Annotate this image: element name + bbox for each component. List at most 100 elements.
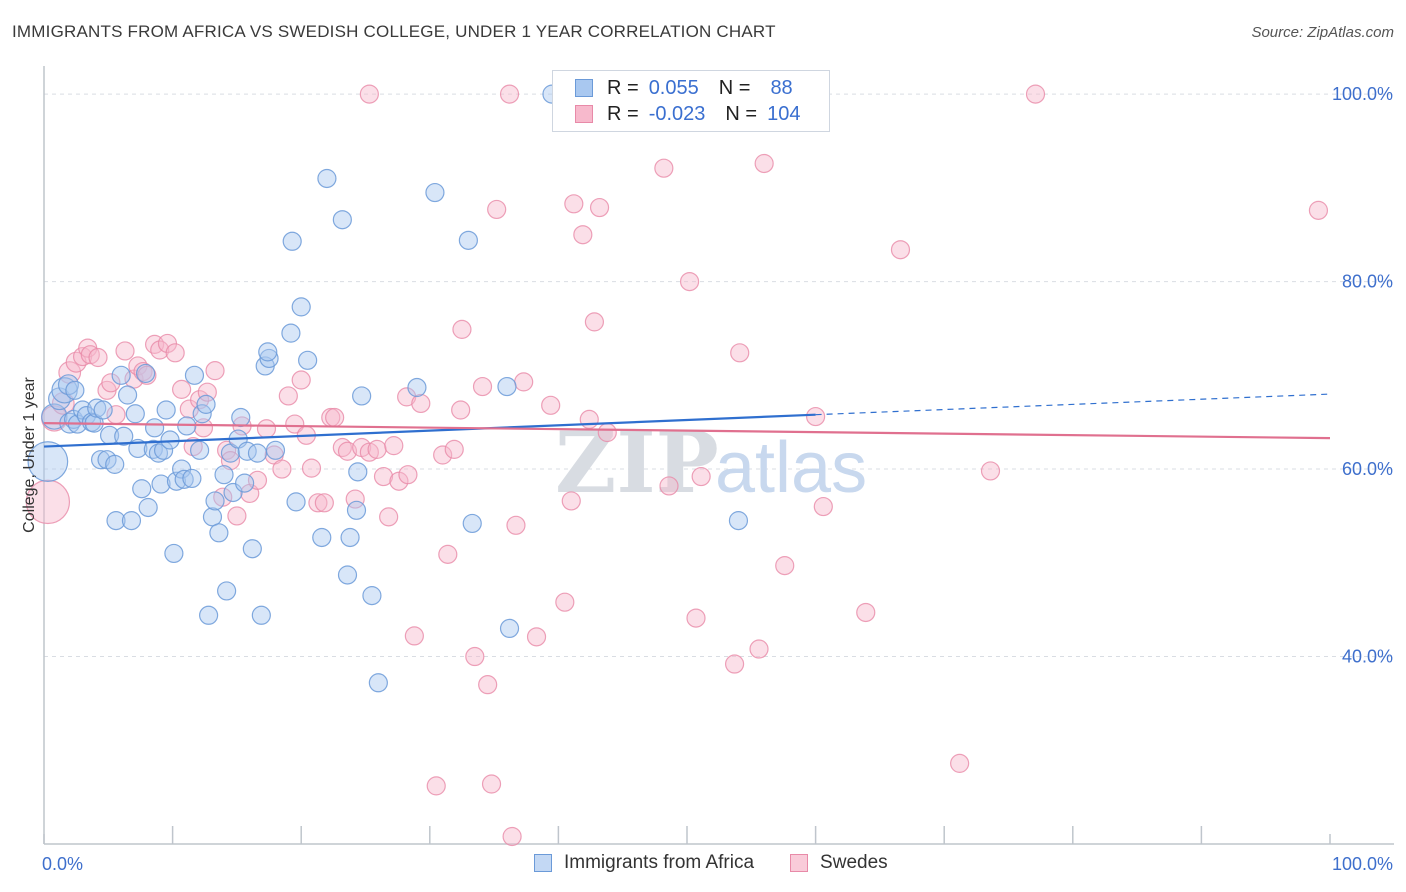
swedes-point-59 (411, 393, 431, 414)
legend-item-africa[interactable]: Immigrants from Africa (534, 852, 754, 874)
swedes-point-18 (150, 340, 170, 360)
africa-point-20 (111, 365, 131, 385)
africa-point-45 (196, 394, 216, 414)
swedes-point-80 (579, 409, 599, 429)
africa-point-80 (425, 182, 445, 203)
legend-row-africa: R = 0.055 N = 88 (575, 76, 793, 100)
swedes-point-69 (481, 774, 502, 794)
swedes-point-38 (278, 386, 298, 406)
africa-point-68 (291, 297, 311, 317)
africa-point-66 (282, 231, 302, 251)
africa-point-44 (192, 404, 212, 424)
legend-n-label: N = (725, 102, 758, 125)
legend-row-swedes: R = -0.023 N = 104 (575, 102, 800, 126)
africa-point-42 (184, 365, 205, 385)
swedes-point-73 (514, 372, 534, 392)
swedes-point-72 (506, 515, 526, 535)
swedes-point-100 (1025, 84, 1046, 104)
swedes-point-76 (555, 592, 575, 612)
y-tick-label-1: 60.0% (1342, 459, 1393, 479)
africa-point-15 (93, 400, 113, 420)
swedes-point-46 (325, 407, 345, 428)
swedes-point-40 (291, 370, 311, 390)
swedes-points (25, 84, 1329, 847)
swedes-point-93 (775, 556, 795, 576)
africa-point-39 (174, 469, 194, 489)
swedes-point-63 (444, 439, 464, 459)
swedes-point-99 (980, 461, 1001, 481)
swedes-point-42 (301, 458, 322, 478)
africa-point-28 (138, 497, 158, 518)
swedes-point-48 (337, 441, 358, 461)
swedes-point-90 (730, 343, 750, 363)
swedes-point-7 (80, 345, 100, 365)
swedes-point-91 (749, 639, 769, 659)
africa-point-81 (458, 230, 478, 250)
africa-point-71 (317, 168, 337, 189)
africa-point-27 (135, 363, 156, 384)
africa-point-51 (217, 581, 237, 601)
swedes-point-52 (367, 439, 387, 459)
africa-point-23 (121, 511, 142, 531)
africa-point-14 (90, 450, 111, 470)
africa-point-47 (202, 507, 223, 527)
swedes-point-102 (359, 84, 379, 104)
swedes-point-67 (472, 376, 493, 397)
legend-swatch-africa (575, 79, 593, 97)
swedes-point-75 (541, 395, 561, 415)
swedes-point-96 (856, 602, 876, 623)
africa-point-75 (348, 462, 368, 482)
africa-points (27, 84, 749, 693)
y-tick-label-3: 100.0% (1332, 84, 1393, 104)
swedes-point-61 (433, 445, 453, 465)
africa-trend-line (43, 413, 816, 448)
swedes-point-44 (314, 493, 334, 513)
swedes-point-82 (589, 197, 610, 218)
africa-point-77 (362, 586, 382, 606)
swedes-point-85 (659, 476, 679, 496)
africa-point-58 (242, 539, 262, 559)
swedes-point-98 (950, 753, 970, 773)
swedes-point-89 (724, 654, 745, 674)
swedes-point-83 (597, 422, 617, 443)
africa-point-43 (190, 440, 210, 460)
swedes-point-26 (197, 382, 217, 402)
swedes-point-66 (465, 646, 485, 667)
swedes-point-53 (373, 466, 394, 487)
correlation-legend: R = 0.055 N = 88 R = -0.023 N = 104 (552, 70, 830, 132)
x-tick-label-1: 100.0% (1332, 854, 1393, 874)
watermark-atlas: atlas (715, 428, 867, 508)
swedes-point-88 (691, 466, 711, 487)
swedes-point-43 (308, 493, 328, 513)
swedes-point-62 (438, 544, 458, 564)
chart-title: IMMIGRANTS FROM AFRICA VS SWEDISH COLLEG… (12, 22, 776, 41)
swedes-point-95 (813, 496, 833, 517)
series-legend: Immigrants from Africa Swedes (534, 852, 924, 874)
swedes-point-87 (686, 608, 706, 628)
africa-point-56 (235, 473, 255, 493)
swedes-point-103 (499, 84, 520, 104)
africa-point-31 (148, 443, 169, 463)
swedes-point-20 (165, 343, 185, 363)
swedes-point-27 (205, 361, 225, 381)
legend-swatch-swedes (790, 854, 809, 872)
swedes-point-39 (285, 414, 305, 434)
swedes-point-101 (1308, 200, 1329, 220)
africa-point-49 (209, 523, 229, 543)
legend-r-label: R = (607, 102, 639, 125)
legend-swatch-swedes (575, 105, 593, 123)
africa-point-41 (182, 468, 202, 489)
swedes-point-65 (452, 319, 472, 339)
tick-labels: 40.0% 60.0% 80.0% 100.0% 0.0% 100.0% (42, 84, 1393, 874)
legend-label-swedes: Swedes (820, 852, 888, 873)
swedes-point-8 (88, 347, 108, 368)
trend-lines (43, 393, 1331, 448)
swedes-point-51 (359, 442, 379, 462)
swedes-point-60 (426, 776, 446, 796)
africa-point-63 (258, 342, 278, 362)
africa-point-0 (27, 441, 69, 482)
legend-item-swedes[interactable]: Swedes (790, 852, 888, 874)
africa-point-67 (286, 492, 306, 512)
africa-point-7 (65, 380, 85, 400)
